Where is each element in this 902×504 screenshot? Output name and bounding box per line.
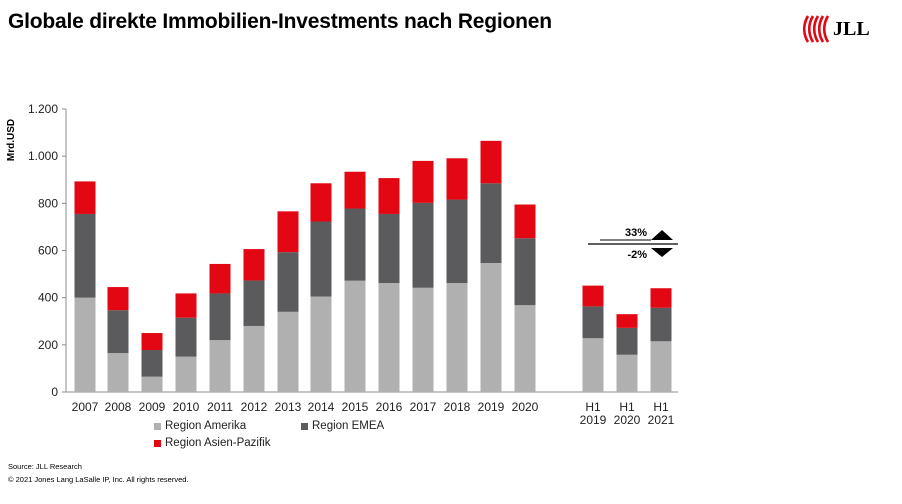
bar-segment	[650, 341, 672, 392]
bar-segment	[277, 252, 299, 312]
bar-segment	[310, 296, 332, 392]
arrow-up-icon	[651, 230, 673, 240]
annotation-down-label: -2%	[627, 249, 647, 261]
x-tick-label: 2013	[275, 400, 302, 414]
y-tick-label: 1.200	[28, 102, 58, 116]
bar-segment	[446, 158, 468, 200]
x-tick-label: 2009	[139, 400, 166, 414]
bar-segment	[310, 183, 332, 222]
x-tick-label: 2017	[410, 400, 437, 414]
bar-segment	[616, 354, 638, 392]
x-tick-label: 2011	[207, 400, 233, 414]
bar-segment	[582, 306, 604, 339]
x-tick-label: H1	[653, 400, 669, 414]
x-tick-label: H1	[585, 400, 601, 414]
bar-segment	[107, 310, 129, 354]
bar-segment	[209, 263, 231, 294]
y-tick-label: 200	[38, 338, 58, 352]
y-axis-label: Mrd.USD	[6, 119, 17, 161]
x-tick-label: 2018	[444, 400, 471, 414]
bar-segment	[243, 249, 265, 281]
bar-segment	[378, 178, 400, 214]
jll-logo-text: JLL	[833, 17, 870, 40]
y-tick-label: 400	[38, 291, 58, 305]
bar-segment	[582, 285, 604, 307]
bar-segment	[412, 202, 434, 288]
source-note: Source: JLL Research	[8, 462, 82, 471]
x-tick-label: 2021	[648, 413, 675, 427]
bar-segment	[480, 140, 502, 184]
bar-segment	[209, 340, 231, 392]
legend-label-emea: Region EMEA	[312, 420, 385, 432]
bar-segment	[175, 317, 197, 357]
x-tick-label: 2015	[342, 400, 369, 414]
legend-label-amerika: Region Amerika	[165, 420, 247, 432]
page-title: Globale direkte Immobilien-Investments n…	[8, 10, 552, 33]
bar-segment	[243, 325, 265, 392]
x-tick-label: 2020	[512, 400, 539, 414]
x-tick-label: 2020	[614, 413, 641, 427]
legend-item-emea: Region EMEA	[301, 420, 384, 432]
bar-segment	[378, 213, 400, 284]
bar-segment	[616, 314, 638, 328]
bar-segment	[243, 280, 265, 326]
x-tick-label: 2010	[173, 400, 200, 414]
bar-segment	[175, 293, 197, 318]
bar-segment	[650, 307, 672, 342]
bar-segment	[209, 293, 231, 341]
x-tick-label: 2019	[478, 400, 505, 414]
y-tick-label: 800	[38, 196, 58, 210]
bar-segment	[514, 238, 536, 306]
bar-segment	[480, 262, 502, 392]
bar-segment	[616, 327, 638, 355]
bar-segment	[107, 353, 129, 392]
bar-segment	[310, 221, 332, 297]
bar-segment	[514, 204, 536, 239]
bar-segment	[74, 213, 96, 298]
legend-swatch-amerika	[154, 422, 161, 430]
bar-segment	[74, 181, 96, 214]
y-tick-label: 1.000	[28, 149, 58, 163]
bar-segment	[446, 283, 468, 392]
x-tick-label: H1	[619, 400, 635, 414]
bar-segment	[141, 376, 163, 392]
legend-item-amerika: Region Amerika	[154, 420, 246, 432]
bar-segment	[175, 356, 197, 392]
bar-segment	[107, 287, 129, 311]
legend-item-asien-pazifik: Region Asien-Pazifik	[154, 437, 270, 449]
bar-segment	[141, 350, 163, 377]
x-tick-label: 2007	[72, 400, 99, 414]
arrow-down-icon	[651, 248, 673, 257]
y-tick-label: 0	[51, 385, 58, 399]
bar-segment	[141, 333, 163, 351]
bar-segment	[378, 283, 400, 392]
copyright-note: © 2021 Jones Lang LaSalle IP, Inc. All r…	[8, 475, 189, 484]
bar-segment	[344, 171, 366, 209]
x-tick-label: 2014	[308, 400, 335, 414]
legend-swatch-asien-pazifik	[154, 439, 161, 447]
bar-segment	[344, 280, 366, 392]
annotation-up-label: 33%	[625, 227, 647, 239]
bar-segment	[277, 311, 299, 392]
bar-segment	[480, 183, 502, 263]
jll-logo-icon	[803, 15, 830, 43]
bar-segment	[277, 211, 299, 253]
x-tick-label: 2012	[241, 400, 268, 414]
legend-swatch-emea	[301, 422, 308, 430]
jll-logo: JLL	[803, 14, 870, 44]
legend-label-asien-pazifik: Region Asien-Pazifik	[165, 437, 271, 449]
bar-segment	[412, 287, 434, 392]
bar-segment	[582, 338, 604, 392]
x-tick-label: 2008	[105, 400, 132, 414]
bar-segment	[74, 297, 96, 392]
bar-segment	[344, 208, 366, 281]
bar-segment	[412, 160, 434, 203]
x-tick-label: 2016	[376, 400, 403, 414]
y-tick-label: 600	[38, 244, 58, 258]
bar-segment	[514, 305, 536, 392]
bar-segment	[650, 288, 672, 308]
x-tick-label: 2019	[580, 413, 607, 427]
bar-segment	[446, 199, 468, 284]
